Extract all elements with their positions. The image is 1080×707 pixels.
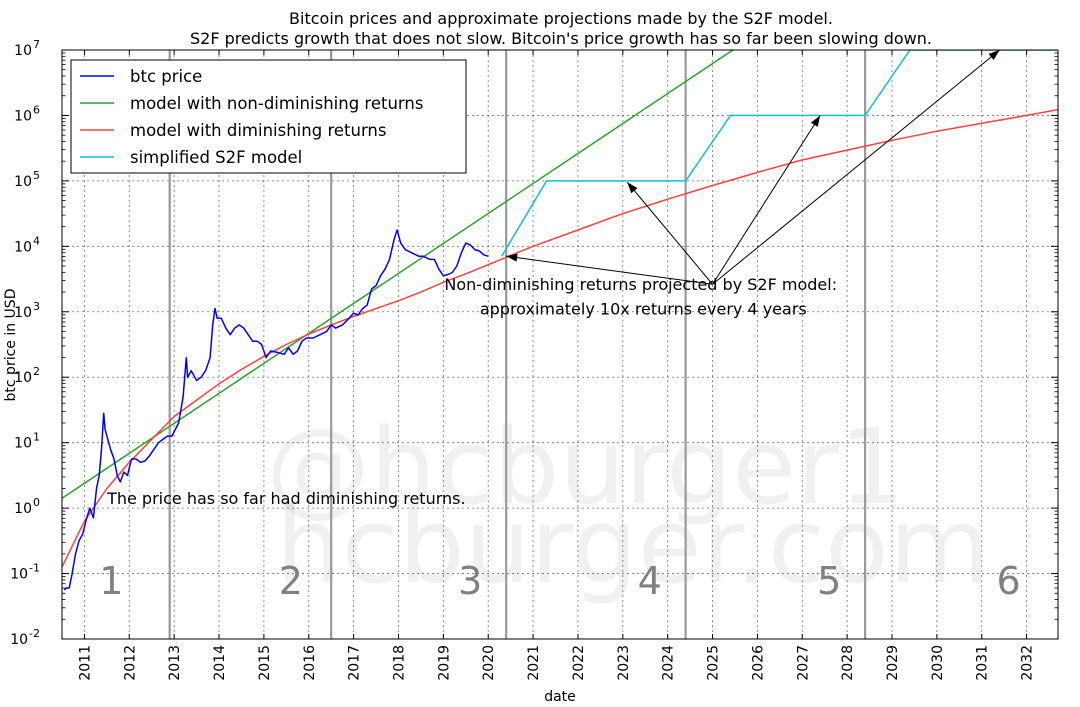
watermark-line-2: hcburger.com bbox=[276, 485, 990, 607]
annotations: Non-diminishing returns projected by S2F… bbox=[106, 275, 837, 508]
era-label: 4 bbox=[638, 559, 662, 603]
era-label: 2 bbox=[279, 559, 303, 603]
y-tick-label: 105 bbox=[14, 169, 40, 190]
y-tick-label: 10-1 bbox=[10, 562, 40, 583]
y-tick-label: 10-2 bbox=[10, 627, 40, 648]
annotation-arrows bbox=[506, 49, 1000, 285]
era-label: 1 bbox=[99, 559, 123, 603]
x-tick-label: 2016 bbox=[302, 645, 318, 681]
annotation-text: Non-diminishing returns projected by S2F… bbox=[444, 275, 837, 294]
era-label: 6 bbox=[997, 559, 1021, 603]
series-lines bbox=[62, 50, 1058, 591]
chart-title-line-1: Bitcoin prices and approximate projectio… bbox=[289, 9, 833, 28]
legend-label: simplified S2F model bbox=[130, 148, 302, 167]
x-tick-label: 2032 bbox=[1020, 645, 1036, 681]
x-tick-label: 2031 bbox=[975, 645, 991, 681]
x-tick-label: 2025 bbox=[706, 645, 722, 681]
annotation-arrow-head bbox=[506, 253, 518, 262]
series-line-model-with-diminishing-returns bbox=[62, 108, 1058, 568]
annotation-arrow-shaft bbox=[506, 255, 713, 285]
x-tick-label: 2021 bbox=[526, 645, 542, 681]
x-tick-label: 2017 bbox=[347, 645, 363, 681]
watermark: @hcburger1 hcburger.com bbox=[266, 406, 990, 607]
series-line-btc-price bbox=[63, 229, 489, 591]
x-axis-label: date bbox=[544, 689, 576, 705]
annotation-arrow-shaft bbox=[626, 181, 713, 285]
x-tick-label: 2020 bbox=[481, 645, 497, 681]
x-tick-label: 2023 bbox=[616, 645, 632, 681]
y-tick-label: 104 bbox=[14, 234, 40, 255]
x-tick-label: 2012 bbox=[122, 645, 138, 681]
chart-title: Bitcoin prices and approximate projectio… bbox=[190, 9, 932, 48]
plot-frame bbox=[61, 49, 1059, 640]
watermark-line-1: @hcburger1 bbox=[266, 406, 905, 528]
y-tick-label: 102 bbox=[14, 365, 40, 386]
annotation-arrow-head bbox=[627, 182, 638, 194]
x-tick-label: 2028 bbox=[840, 645, 856, 681]
legend-label: model with diminishing returns bbox=[130, 121, 387, 140]
chart-title-line-2: S2F predicts growth that does not slow. … bbox=[190, 29, 932, 48]
y-tick-label: 101 bbox=[14, 431, 40, 452]
y-tick-label: 100 bbox=[14, 496, 40, 517]
legend-label: model with non-diminishing returns bbox=[130, 94, 423, 113]
x-tick-label: 2027 bbox=[795, 645, 811, 681]
legend-box bbox=[70, 59, 467, 174]
y-tick-label: 106 bbox=[14, 103, 40, 124]
annotation-arrow-head bbox=[988, 50, 1000, 61]
annotation-arrow-shaft bbox=[712, 49, 1000, 285]
annotation-arrow-shaft bbox=[712, 115, 821, 285]
x-tick-label: 2029 bbox=[885, 645, 901, 681]
x-axis-ticks: 2011 2012 2013 2014 2015 2016 2017 2018 2019 2020… bbox=[77, 50, 1036, 681]
y-axis-label: btc price in USD bbox=[3, 289, 19, 402]
x-tick-label: 2015 bbox=[257, 645, 273, 681]
x-tick-label: 2030 bbox=[930, 645, 946, 681]
x-tick-label: 2022 bbox=[571, 645, 587, 681]
x-tick-label: 2026 bbox=[750, 645, 766, 681]
y-axis-ticks: 10-2 10-1 100 101 102 103 104 105 106 107 bbox=[10, 38, 1058, 648]
x-tick-label: 2024 bbox=[661, 645, 677, 681]
annotation-arrow-head bbox=[810, 115, 821, 127]
annotation-text: The price has so far had diminishing ret… bbox=[106, 489, 465, 508]
x-tick-label: 2011 bbox=[77, 645, 93, 681]
x-tick-label: 2013 bbox=[167, 645, 183, 681]
era-label: 5 bbox=[817, 559, 841, 603]
y-tick-label: 103 bbox=[14, 300, 40, 321]
legend-label: btc price bbox=[130, 67, 202, 86]
legend: btc price model with non-diminishing retu… bbox=[70, 59, 467, 174]
x-tick-label: 2019 bbox=[436, 645, 452, 681]
annotation-text: approximately 10x returns every 4 years bbox=[475, 299, 807, 318]
era-labels: 1 2 3 4 5 6 bbox=[99, 559, 1020, 603]
series-line-simplified-s2f-model bbox=[501, 50, 1058, 257]
x-tick-label: 2014 bbox=[212, 645, 228, 681]
y-tick-label: 107 bbox=[14, 38, 40, 59]
x-tick-label: 2018 bbox=[391, 645, 407, 681]
era-label: 3 bbox=[458, 559, 482, 603]
series-line-model-with-non-diminishing-returns bbox=[62, 50, 735, 499]
